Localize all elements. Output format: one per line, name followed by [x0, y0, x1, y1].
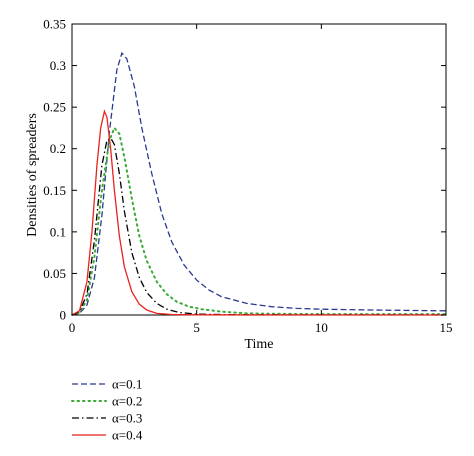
legend-label-4: α=0.4 [112, 428, 143, 443]
x-tick-label: 5 [193, 320, 200, 335]
series-line-1 [71, 51, 447, 316]
y-axis-label: Densities of spreaders [25, 113, 40, 237]
series-line-3 [71, 136, 447, 316]
plot-frame [71, 23, 447, 316]
x-tick-label: 15 [440, 320, 453, 335]
series-line-4 [71, 109, 447, 316]
x-tick-label: 10 [315, 320, 328, 335]
x-axis-label: Time [244, 337, 273, 352]
y-tick-label: 0.15 [43, 183, 66, 198]
axes-layer: 0 5 10 15 0 0.05 0.1 0.15 0.2 0.25 0.3 0.35 [43, 17, 452, 336]
plot-area [71, 23, 447, 316]
x-tick-label: 0 [69, 320, 76, 335]
legend-label-3: α=0.3 [112, 411, 142, 426]
y-tick-label: 0 [60, 308, 67, 323]
series-line-2 [71, 126, 447, 316]
series-layer [71, 51, 447, 316]
y-tick-label: 0.3 [50, 58, 66, 73]
y-tick-label: 0.25 [43, 100, 66, 115]
y-tick-label: 0.05 [43, 266, 66, 281]
y-tick-label: 0.1 [50, 224, 66, 239]
legend-label-2: α=0.2 [112, 394, 142, 409]
legend-label-1: α=0.1 [112, 377, 142, 392]
legend: α=0.1 α=0.2 α=0.3 α=0.4 [71, 377, 143, 443]
y-tick-label: 0.2 [50, 141, 66, 156]
y-tick-label: 0.35 [43, 17, 66, 32]
